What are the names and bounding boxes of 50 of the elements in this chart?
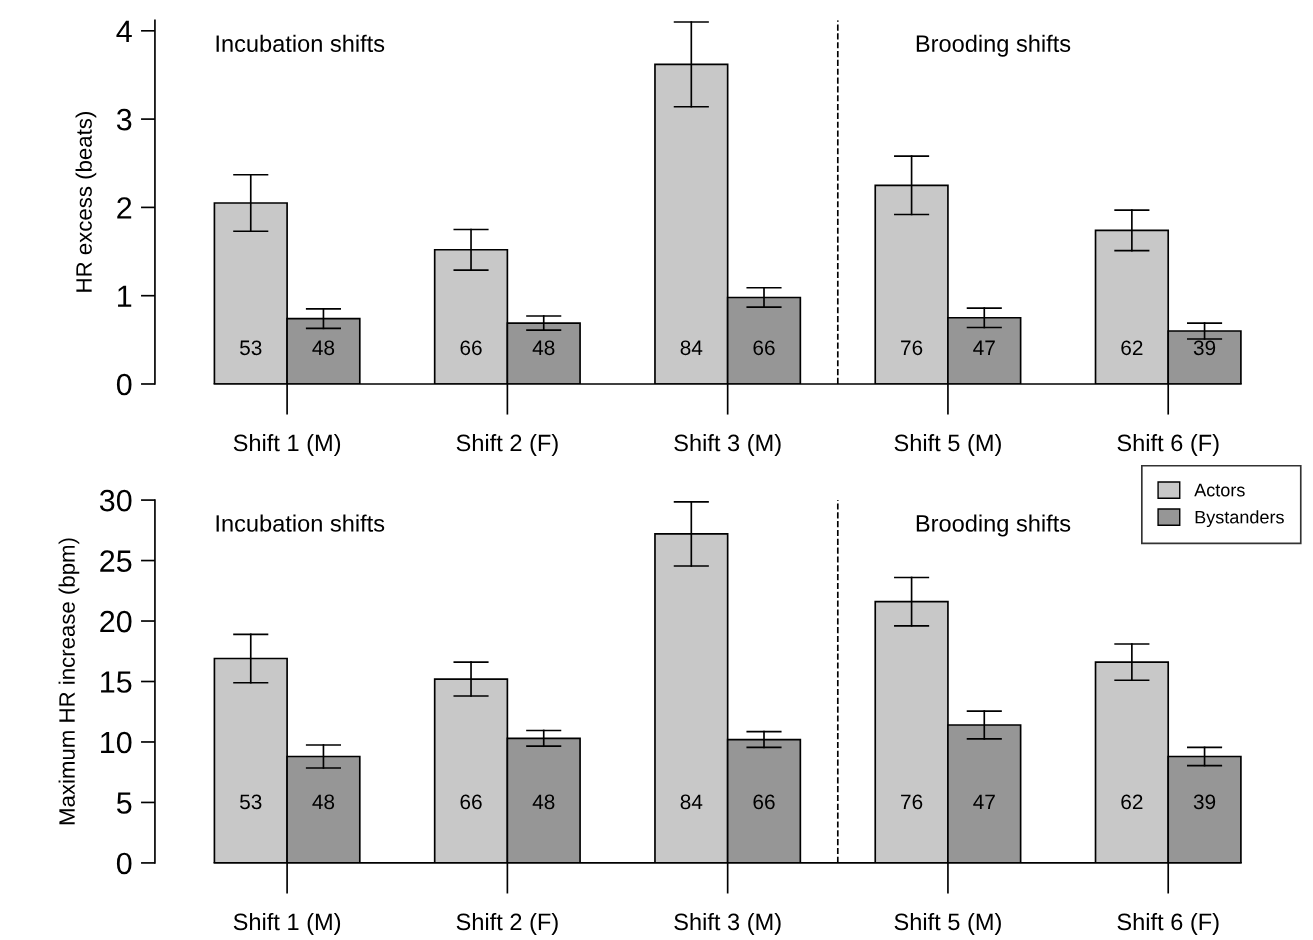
- y-axis-title: Maximum HR increase (bpm): [58, 538, 80, 825]
- x-tick-label: Shift 2 (F): [456, 912, 558, 935]
- x-tick-label: Shift 2 (F): [456, 433, 558, 456]
- annotation: Incubation shifts: [216, 34, 385, 53]
- annotation: 48: [532, 340, 555, 356]
- y-tick-label: 3: [116, 108, 132, 131]
- y-tick-label: 25: [100, 550, 132, 572]
- y-tick-label: 20: [100, 610, 132, 633]
- annotation: 48: [312, 794, 335, 810]
- annotation: 66: [753, 340, 775, 356]
- x-tick-label: Shift 5 (M): [894, 433, 1001, 456]
- x-tick-label: Shift 1 (M): [233, 433, 341, 456]
- annotation: 47: [973, 340, 995, 355]
- annotation: 39: [1193, 794, 1216, 810]
- y-tick-label: 0: [116, 852, 132, 875]
- legend-label: Actors: [1194, 483, 1245, 497]
- y-tick-label: 2: [117, 197, 132, 219]
- y-tick-label: 0: [116, 373, 132, 396]
- annotation: 62: [1121, 340, 1143, 356]
- annotation: Incubation shifts: [216, 514, 385, 532]
- annotation: 62: [1121, 794, 1143, 810]
- annotation: 66: [460, 340, 482, 356]
- annotation: 48: [532, 794, 555, 810]
- y-axis-title: HR excess (beats): [75, 112, 97, 292]
- annotation: 76: [901, 340, 923, 356]
- y-tick-label: 30: [99, 489, 132, 512]
- y-tick-label: 15: [101, 671, 132, 693]
- annotation: Brooding shifts: [916, 514, 1071, 537]
- annotation: 66: [753, 794, 775, 810]
- y-tick-label: 1: [118, 285, 132, 307]
- annotation: 76: [901, 794, 923, 810]
- x-tick-label: Shift 6 (F): [1117, 912, 1219, 935]
- annotation: 48: [312, 340, 335, 356]
- y-tick-label: 5: [116, 792, 132, 814]
- annotation: 47: [973, 794, 995, 810]
- y-tick-label: 10: [101, 731, 132, 754]
- x-tick-label: Shift 5 (M): [894, 912, 1001, 935]
- annotation: 84: [680, 794, 703, 810]
- x-tick-label: Shift 3 (M): [674, 912, 781, 935]
- x-tick-label: Shift 3 (M): [674, 433, 781, 456]
- legend-label: Bystanders: [1195, 510, 1284, 528]
- annotation: 66: [460, 794, 482, 810]
- annotation: 84: [680, 340, 703, 356]
- annotation: 53: [240, 340, 262, 356]
- x-tick-label: Shift 1 (M): [233, 912, 341, 935]
- y-tick-label: 4: [116, 20, 132, 42]
- x-tick-label: Shift 6 (F): [1117, 433, 1219, 456]
- annotation: Brooding shifts: [916, 34, 1071, 57]
- annotation: 53: [240, 794, 262, 810]
- annotation: 39: [1193, 340, 1216, 356]
